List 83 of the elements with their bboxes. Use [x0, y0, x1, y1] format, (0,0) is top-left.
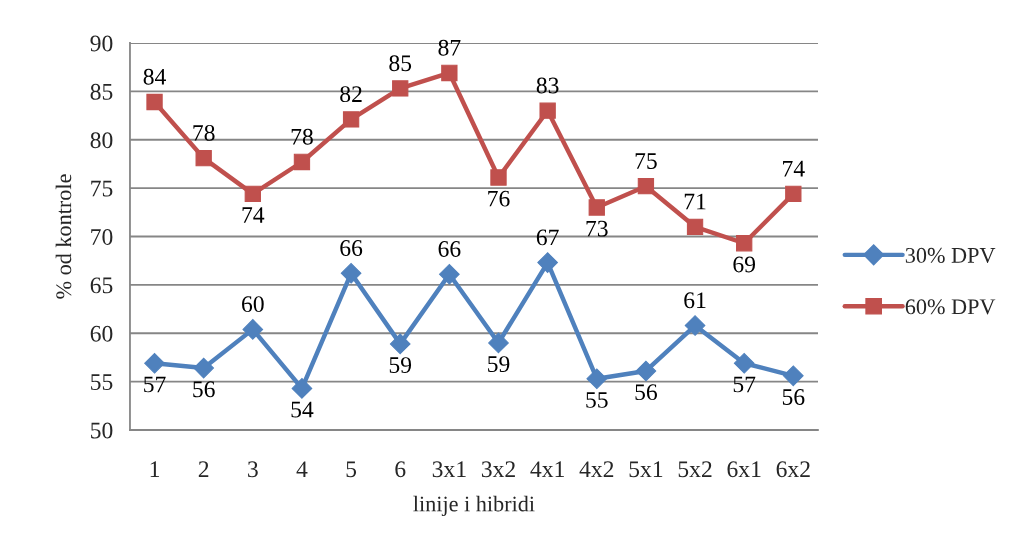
point	[490, 169, 507, 186]
data-label: 59	[488, 356, 510, 373]
data-label: 56	[193, 381, 215, 398]
data-label: 66	[438, 241, 461, 257]
point	[733, 352, 755, 374]
x-axis-title: linije i hibridi	[413, 495, 535, 517]
point	[637, 178, 655, 195]
data-label: 54	[291, 401, 314, 418]
y-tick-label: 60	[90, 325, 113, 342]
data-label: 87	[438, 39, 461, 56]
data-label: 84	[143, 68, 166, 85]
point	[539, 102, 556, 119]
x-tick-label: 2	[198, 461, 209, 477]
x-tick-label: 5	[346, 461, 357, 478]
y-tick-label: 70	[91, 228, 113, 245]
point	[439, 263, 460, 285]
point	[291, 378, 313, 399]
data-label: 56	[782, 389, 805, 405]
x-tick-label: 6	[395, 461, 406, 478]
point	[342, 111, 360, 128]
y-tick-label: 85	[90, 83, 113, 100]
point	[537, 252, 558, 273]
point	[146, 93, 163, 111]
y-tick-label: 55	[91, 374, 113, 391]
x-tick-label: 4	[296, 461, 308, 477]
x-tick-label: 6x2	[776, 461, 810, 478]
data-label: 69	[733, 256, 756, 273]
x-tick-label: 6x1	[727, 461, 761, 478]
data-label: 75	[635, 153, 657, 169]
data-label: 57	[144, 376, 166, 393]
point	[785, 185, 802, 203]
point	[736, 235, 753, 252]
data-label: 73	[586, 220, 608, 237]
point	[488, 332, 509, 354]
data-label: 78	[193, 124, 215, 141]
data-label: 74	[242, 207, 265, 223]
point	[389, 333, 411, 355]
y-axis-title: % od kontrole	[55, 174, 72, 299]
x-tick-label: 5x1	[629, 461, 663, 478]
data-label: 60	[242, 296, 264, 313]
data-label: 56	[635, 384, 658, 401]
data-label: 67	[536, 229, 559, 246]
point	[441, 64, 458, 82]
data-label: 82	[340, 86, 362, 103]
y-tick-label: 50	[91, 422, 113, 439]
point	[392, 80, 409, 97]
point	[144, 352, 165, 374]
x-tick-label: 5x2	[678, 461, 712, 478]
x-tick-label: 4x1	[530, 461, 564, 477]
data-label: 85	[389, 55, 412, 72]
data-label: 71	[684, 193, 706, 210]
data-label: 61	[684, 292, 706, 309]
x-tick-label: 3	[248, 461, 258, 478]
point	[340, 262, 362, 284]
data-label: 55	[586, 392, 608, 408]
point	[242, 319, 264, 340]
y-tick-label: 75	[91, 180, 113, 197]
y-tick-label: 80	[90, 132, 113, 149]
data-label: 59	[389, 357, 412, 374]
point	[635, 360, 657, 382]
point	[244, 185, 261, 203]
x-tick-label: 3x2	[481, 461, 515, 478]
y-tick-label: 90	[90, 35, 113, 52]
point	[588, 199, 605, 216]
x-tick-label: 1	[150, 461, 160, 477]
x-tick-label: 4x2	[579, 461, 614, 477]
data-label: 66	[340, 240, 363, 256]
y-tick-label: 65	[90, 277, 113, 294]
data-label: 83	[536, 77, 559, 94]
data-label: 76	[488, 190, 510, 207]
point	[293, 153, 311, 171]
point	[686, 218, 704, 235]
legend-label: 60% DPV	[905, 299, 996, 315]
point	[684, 315, 706, 336]
data-label: 78	[291, 128, 313, 145]
point	[586, 368, 608, 390]
point	[782, 365, 804, 387]
legend-label: 30% DPV	[905, 247, 996, 263]
data-label: 74	[783, 160, 805, 177]
point	[195, 149, 212, 167]
point	[193, 357, 215, 379]
data-label: 57	[733, 376, 756, 393]
x-tick-label: 3x1	[432, 461, 466, 478]
